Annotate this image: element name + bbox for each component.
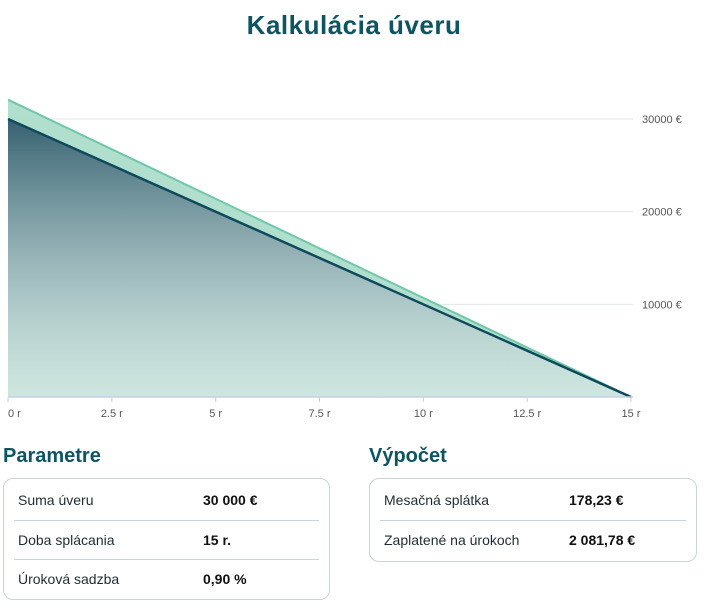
series-total-line	[7, 98, 632, 398]
x-tick-label: 7.5 r	[308, 408, 330, 420]
parametre-title: Parametre	[3, 445, 101, 467]
y-tick-label: 30000 €	[642, 114, 682, 126]
param-row-amount: Suma úveru 30 000 €	[14, 481, 319, 519]
chart-areas	[7, 98, 632, 399]
divider	[14, 520, 319, 521]
x-tick-label: 0 r	[8, 408, 21, 420]
parametre-card: Suma úveru 30 000 € Doba splácania 15 r.…	[3, 478, 330, 600]
param-label: Úroková sadzba	[18, 571, 120, 587]
x-tick-label: 5 r	[209, 408, 222, 420]
x-tick-label: 12.5 r	[513, 408, 541, 420]
calc-row-monthly: Mesačná splátka 178,23 €	[380, 481, 686, 519]
page-title: Kalkulácia úveru	[246, 10, 462, 40]
param-label: Doba splácania	[18, 532, 115, 548]
calc-value: 2 081,78 €	[569, 532, 636, 548]
vypocet-card: Mesačná splátka 178,23 € Zaplatené na úr…	[369, 478, 697, 562]
param-row-rate: Úroková sadzba 0,90 %	[14, 560, 319, 598]
series-principal-line	[7, 117, 632, 399]
param-label: Suma úveru	[18, 492, 94, 508]
x-tick-label: 2.5 r	[101, 408, 123, 420]
vypocet-title: Výpočet	[369, 445, 447, 467]
chart-axes: 30000 € 20000 € 10000 € 0 r 2.5 r 5 r 7.5 r 10 …	[7, 114, 682, 420]
calc-label: Mesačná splátka	[384, 492, 490, 508]
y-tick-label: 10000 €	[642, 299, 682, 311]
y-tick-label: 20000 €	[642, 207, 682, 219]
param-value: 30 000 €	[203, 492, 258, 508]
param-value: 15 r.	[203, 532, 232, 548]
calc-value: 178,23 €	[569, 492, 624, 508]
loan-chart: 30000 € 20000 € 10000 € 0 r 2.5 r 5 r 7.5 r 10 …	[7, 98, 682, 420]
divider	[380, 520, 686, 521]
calc-row-interest: Zaplatené na úrokoch 2 081,78 €	[380, 521, 686, 559]
x-tick-label: 15 r	[622, 408, 641, 420]
x-tick-label: 10 r	[414, 408, 433, 420]
divider	[14, 559, 319, 560]
param-row-term: Doba splácania 15 r.	[14, 521, 319, 559]
param-value: 0,90 %	[203, 571, 247, 587]
calc-label: Zaplatené na úrokoch	[384, 532, 520, 548]
